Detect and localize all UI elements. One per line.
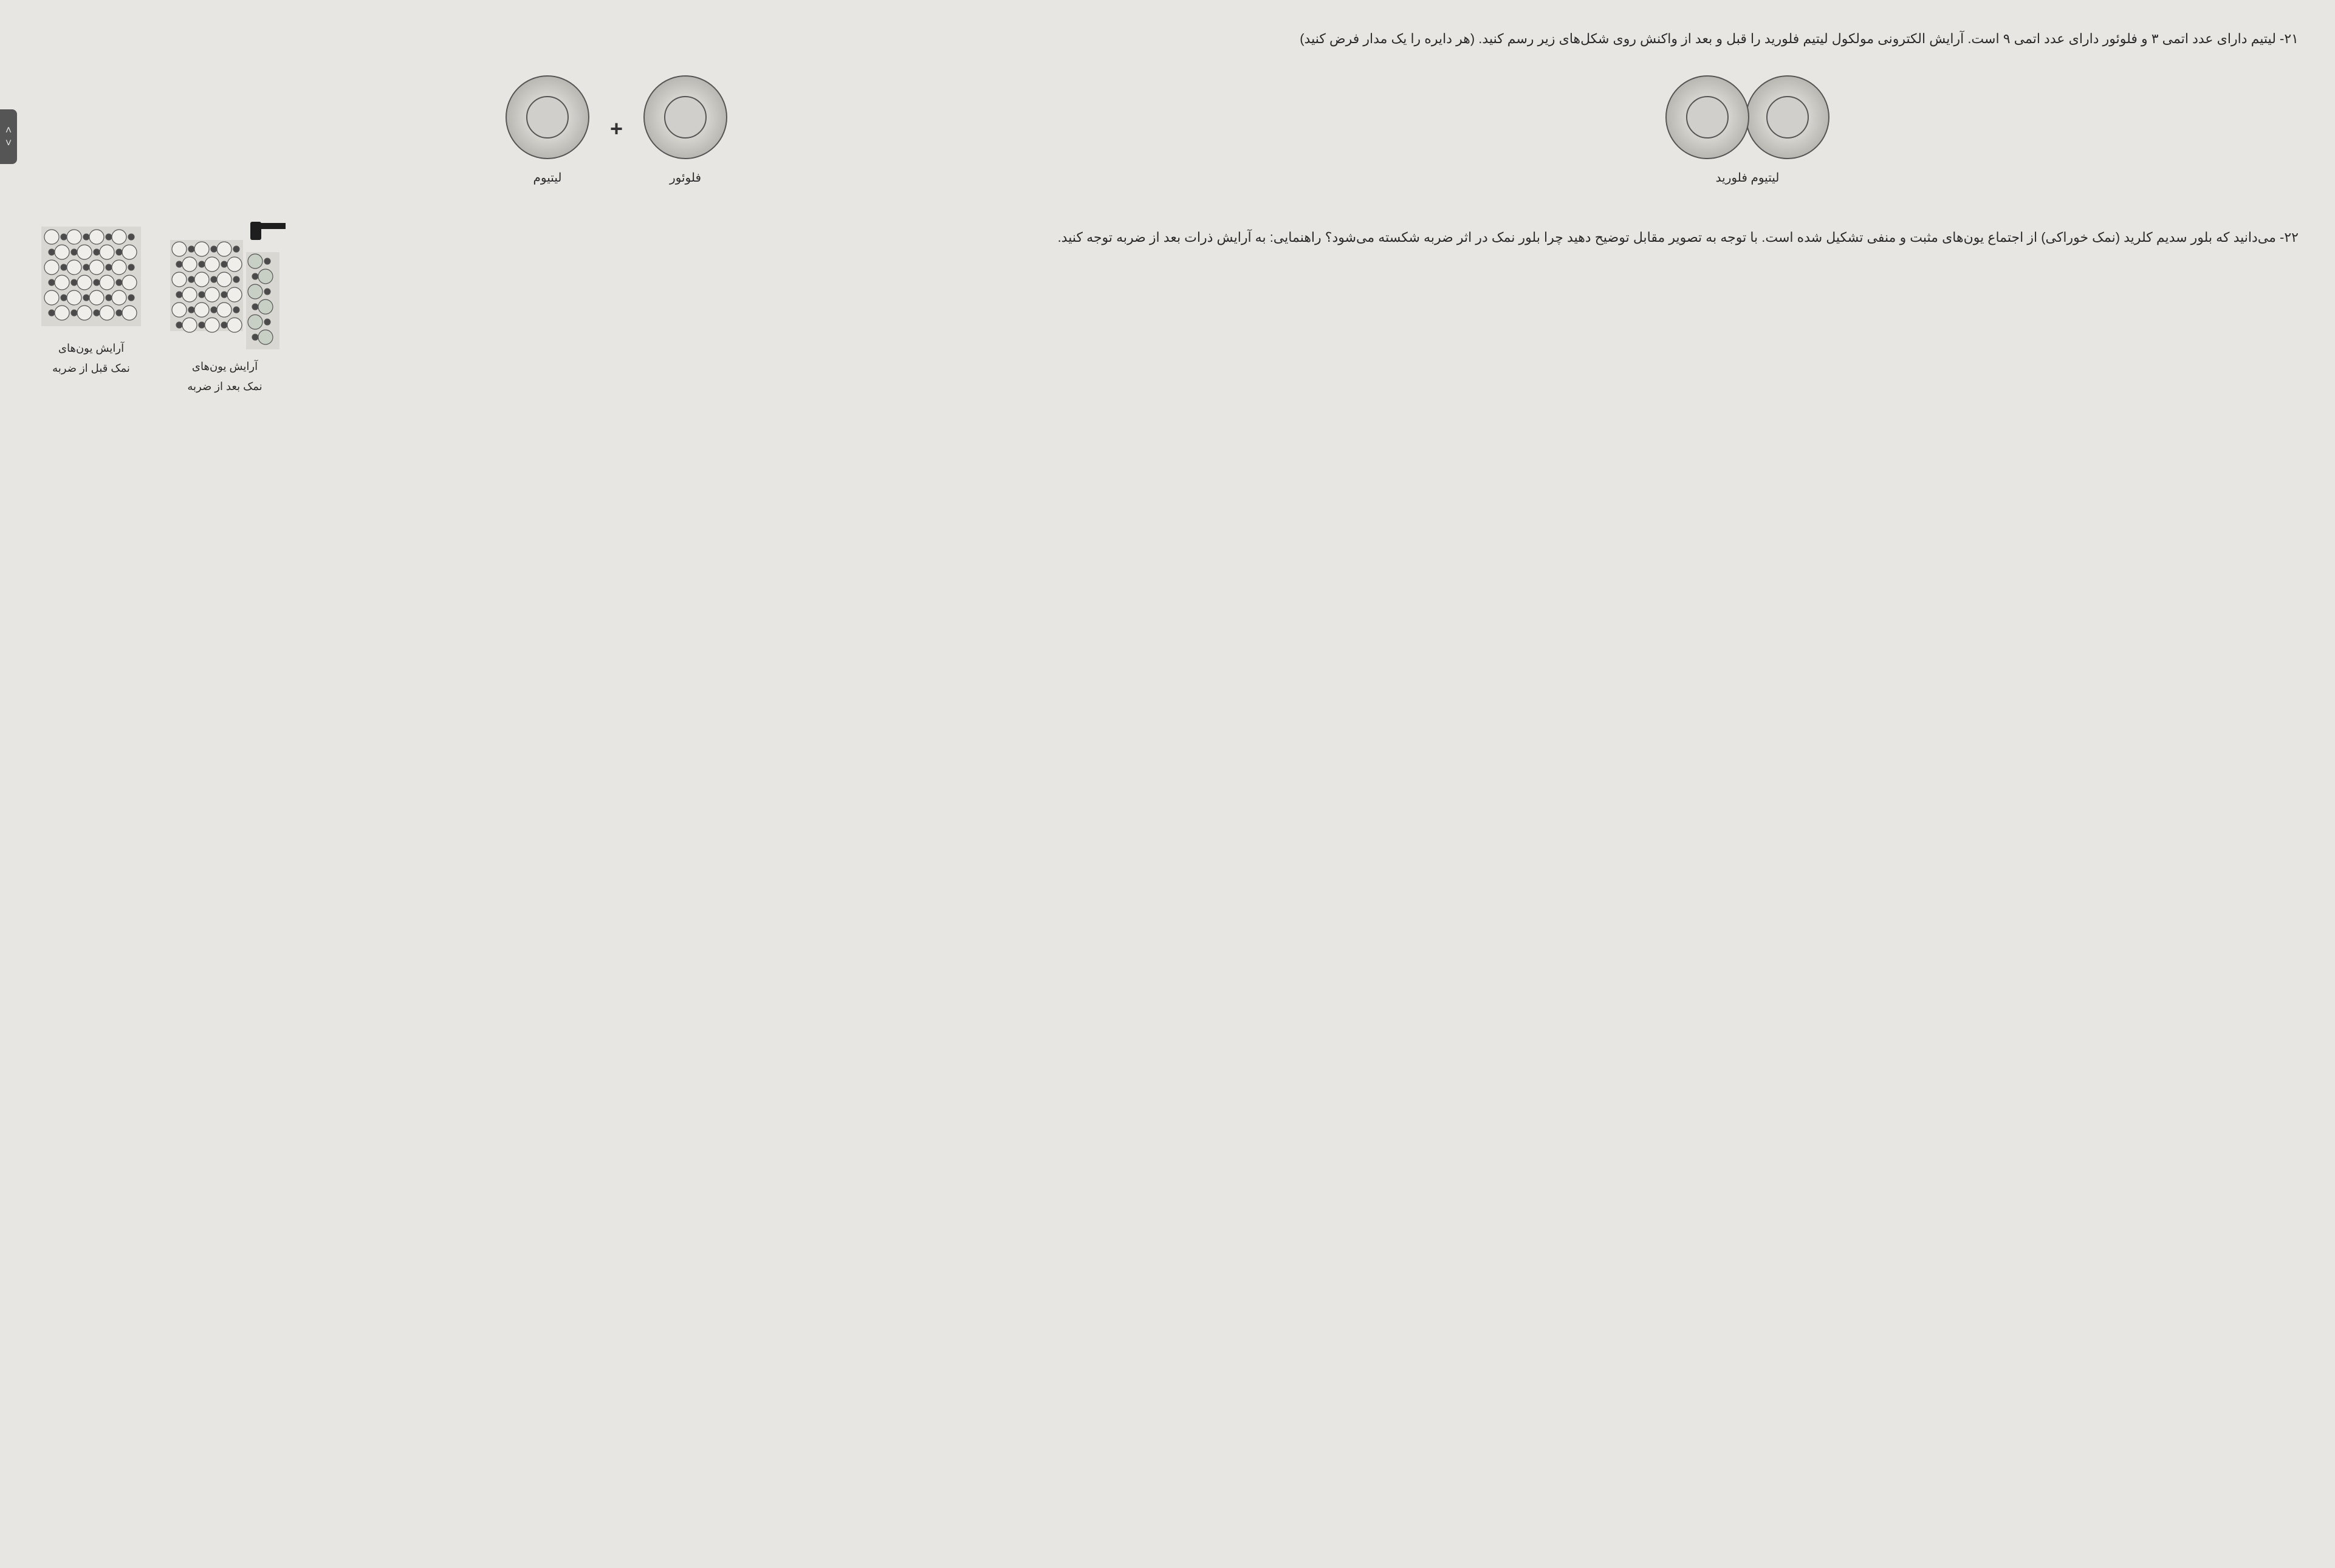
reactant-atoms: فلوئور + لیتیوم [502, 72, 731, 185]
hammer-icon [250, 222, 286, 240]
q22-figures: آرایش یون‌های نمک بعد از ضربه [36, 222, 286, 396]
chevron-up-icon: ˄ [5, 124, 12, 137]
chevron-down-icon: ˅ [5, 137, 12, 149]
reactants-group: فلوئور + لیتیوم [502, 72, 731, 185]
lattice-before-col: آرایش یون‌های نمک قبل از ضربه [36, 222, 146, 396]
product-atoms [1662, 72, 1833, 163]
fluorine-label: فلوئور [670, 170, 701, 185]
question-21: ۲۱- لیتیم دارای عدد اتمی ۳ و فلوئور دارا… [36, 24, 2299, 185]
plus-sign: + [610, 116, 623, 142]
q21-text: ۲۱- لیتیم دارای عدد اتمی ۳ و فلوئور دارا… [36, 24, 2299, 53]
atom-shell-diagram [1662, 72, 1753, 163]
lattice-after-col: آرایش یون‌های نمک بعد از ضربه [164, 222, 286, 396]
q22-body: می‌دانید که بلور سدیم کلرید (نمک خوراکی)… [1058, 230, 2276, 245]
lattice-before-diagram [36, 222, 146, 331]
side-tab[interactable]: ˄ ˅ [0, 109, 17, 164]
product-label: لیتیوم فلورید [1716, 170, 1780, 185]
question-22: ۲۲- می‌دانید که بلور سدیم کلرید (نمک خور… [36, 222, 2299, 396]
q22-number: ۲۲- [2276, 230, 2299, 245]
caption-after: آرایش یون‌های نمک بعد از ضربه [187, 357, 262, 396]
q21-number: ۲۱- [2276, 31, 2299, 46]
atom-shell-diagram [502, 72, 593, 163]
lattice-after-diagram [164, 222, 286, 349]
q21-body: لیتیم دارای عدد اتمی ۳ و فلوئور دارای عد… [1300, 31, 2276, 46]
caption-before: آرایش یون‌های نمک قبل از ضربه [52, 338, 130, 378]
q22-text-block: ۲۲- می‌دانید که بلور سدیم کلرید (نمک خور… [310, 222, 2299, 254]
lithium-label: لیتیوم [533, 170, 562, 185]
atom-shell-diagram [1742, 72, 1833, 163]
product-group: لیتیوم فلورید [1662, 72, 1833, 185]
q21-diagram-row: لیتیوم فلورید فلوئور + لیت [36, 72, 2299, 185]
atom-shell-diagram [640, 72, 731, 163]
